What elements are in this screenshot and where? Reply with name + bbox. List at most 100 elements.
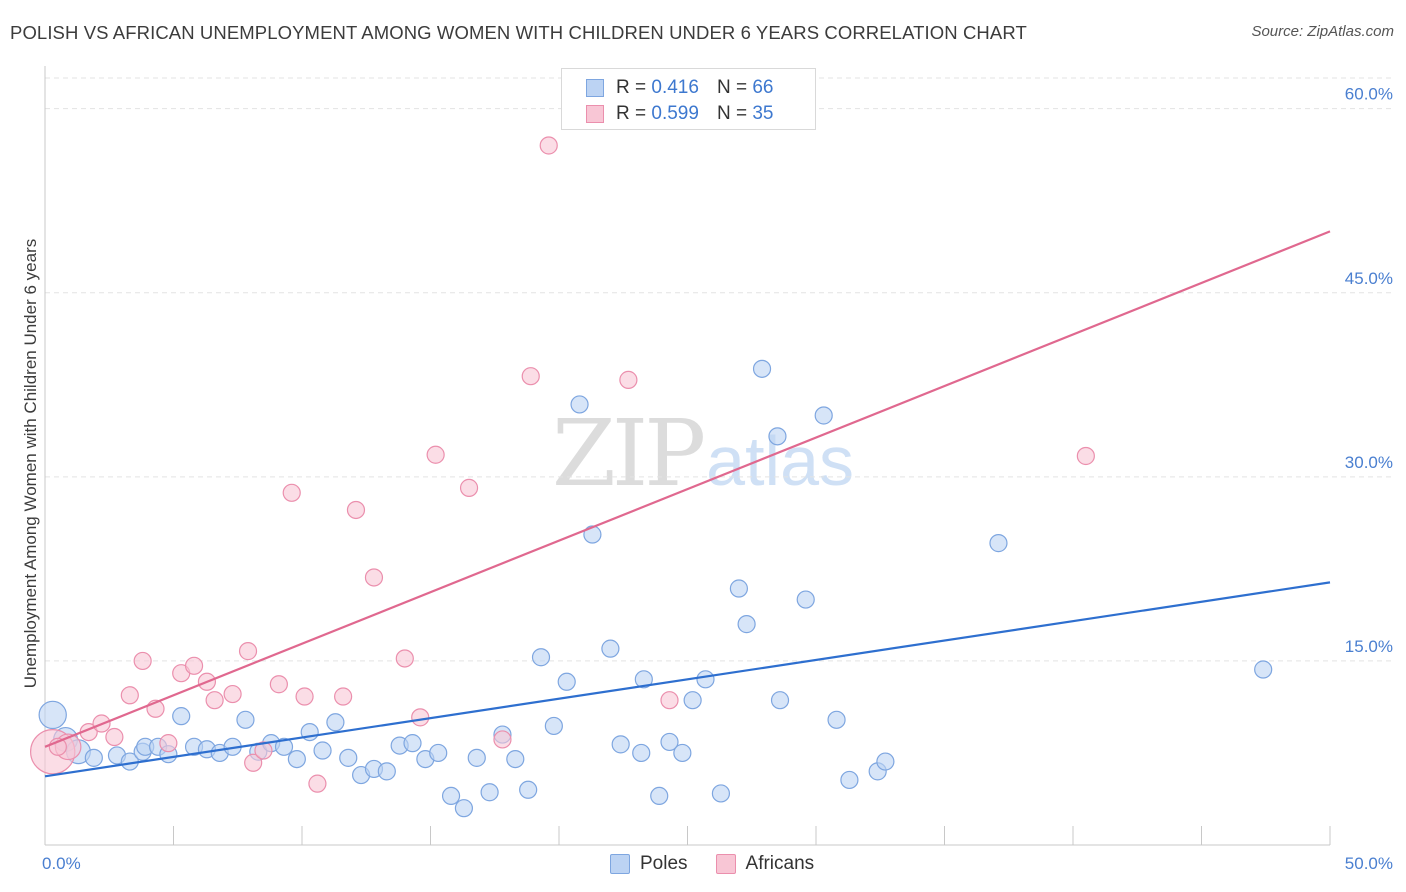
africans-point [269, 675, 288, 694]
axes [44, 66, 1331, 846]
africans-point [493, 730, 512, 749]
poles-point [519, 780, 538, 799]
poles-point [729, 579, 749, 598]
poles-point [313, 741, 332, 760]
africans-point [159, 734, 178, 753]
y-tick-label: 30.0% [1345, 453, 1393, 472]
poles-point [989, 534, 1008, 553]
y-tick-label: 45.0% [1345, 269, 1393, 288]
africans-r-value: 0.599 [651, 103, 699, 124]
legend-row-africans: R = 0.599 N = 35 [586, 102, 773, 126]
africans-point [238, 642, 258, 661]
africans-point [346, 500, 366, 520]
trend-lines [44, 230, 1331, 778]
poles-point [796, 590, 815, 609]
poles-n-label: N = [716, 77, 748, 98]
africans-point [395, 649, 414, 668]
poles-point [377, 762, 396, 781]
poles-point [601, 639, 620, 658]
africans-point [223, 684, 242, 704]
poles-trend-line [44, 581, 1331, 778]
africans-r-label: R = [616, 103, 647, 124]
source-label: Source: ZipAtlas.com [1251, 23, 1394, 40]
chart-title: POLISH VS AFRICAN UNEMPLOYMENT AMONG WOM… [10, 22, 1027, 43]
y-axis-label: Unemployment Among Women with Children U… [21, 239, 40, 688]
africans-point [184, 656, 204, 675]
tick-labels: 15.0% 30.0% 45.0% 60.0% 0.0% 50.0% Unemploymen… [21, 85, 1393, 873]
africans-swatch [586, 105, 604, 123]
poles-point [557, 672, 576, 691]
africans-trend-line [44, 230, 1331, 748]
africans-point [244, 753, 263, 772]
africans-point [619, 370, 638, 389]
y-tick-label: 60.0% [1345, 85, 1393, 104]
poles-point [544, 716, 563, 736]
poles-point [673, 743, 692, 763]
poles-point [814, 406, 833, 425]
poles-r-label: R = [616, 77, 647, 98]
africans-n-label: N = [716, 103, 748, 124]
poles-point [570, 395, 589, 414]
poles-legend-label: Poles [640, 853, 688, 874]
africans-point [426, 445, 445, 464]
poles-point [611, 735, 630, 754]
africans-n-value: 35 [752, 103, 774, 124]
poles-point [632, 743, 651, 763]
poles-n-value: 66 [752, 77, 774, 98]
grid-lines [45, 77, 1395, 662]
poles-point [660, 732, 679, 752]
poles-point [287, 749, 306, 769]
poles-point [441, 786, 461, 806]
poles-point [429, 743, 448, 763]
poles-point [38, 700, 67, 730]
poles-r-value: 0.416 [651, 77, 699, 98]
africans-point [120, 686, 139, 705]
series-legend: Poles Africans [610, 851, 842, 877]
poles-point [531, 648, 551, 667]
poles-point [1254, 660, 1273, 679]
legend-row-poles: R = 0.416 N = 66 [586, 76, 773, 100]
poles-point [696, 670, 715, 689]
africans-point [254, 741, 273, 760]
africans-legend-swatch [715, 854, 736, 874]
poles-point [480, 783, 499, 802]
poles-point [711, 784, 731, 803]
correlation-legend: R = 0.416 N = 66 R = 0.599 N = 35 [561, 68, 816, 130]
poles-point [634, 670, 653, 689]
africans-point [334, 687, 353, 706]
africans-point [411, 708, 430, 727]
poles-point [583, 525, 602, 544]
poles-point [840, 770, 859, 790]
africans-point [295, 687, 314, 706]
poles-legend-swatch [610, 854, 630, 874]
poles-point [467, 748, 486, 767]
legend-item-poles[interactable]: Poles [610, 853, 688, 875]
poles-point [827, 710, 846, 729]
poles-point [876, 752, 895, 771]
poles-point [326, 713, 345, 732]
poles-point [768, 427, 787, 446]
africans-point [308, 774, 327, 793]
poles-point [274, 737, 294, 756]
poles-point [236, 710, 255, 729]
africans-legend-label: Africans [745, 853, 815, 874]
poles-point [752, 359, 772, 378]
poles-point [683, 691, 702, 710]
africans-points [30, 136, 1095, 793]
africans-point [364, 568, 384, 587]
poles-point [403, 734, 422, 753]
legend-item-africans[interactable]: Africans [715, 853, 815, 875]
poles-point [172, 707, 191, 726]
africans-point [205, 691, 224, 710]
poles-point [339, 748, 358, 767]
africans-point [133, 651, 152, 671]
poles-point [84, 748, 103, 767]
poles-points [38, 359, 1273, 818]
y-tick-label: 15.0% [1345, 637, 1393, 656]
poles-point [506, 749, 525, 769]
poles-point [454, 799, 474, 818]
x-tick-label: 0.0% [42, 854, 81, 873]
africans-point [459, 478, 479, 497]
poles-point [770, 691, 790, 710]
